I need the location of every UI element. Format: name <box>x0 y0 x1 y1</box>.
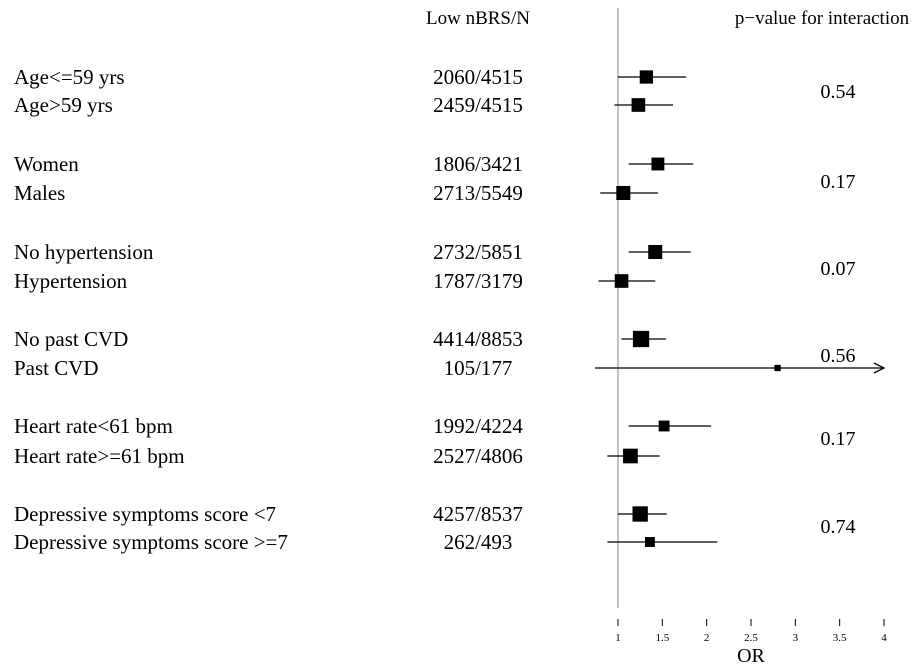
x-tick-label: 1.5 <box>655 632 669 644</box>
row-count: 1806/3421 <box>433 152 523 176</box>
or-point <box>644 537 655 547</box>
or-point <box>616 186 631 200</box>
row-count: 1787/3179 <box>433 269 523 293</box>
row-label: No past CVD <box>14 327 128 351</box>
row-count: 1992/4224 <box>433 414 523 438</box>
row: Women 1806/3421 <box>14 152 694 176</box>
row-label: Heart rate<61 bpm <box>14 414 173 438</box>
row-label: Heart rate>=61 bpm <box>14 444 185 468</box>
or-point <box>632 506 648 522</box>
ci-arrow <box>873 362 886 374</box>
interaction-pvalue: 0.74 <box>821 516 856 538</box>
x-tick-label: 3.5 <box>833 632 847 644</box>
row-count: 2060/4515 <box>433 65 523 89</box>
or-point <box>774 364 781 372</box>
row-label: Depressive symptoms score >=7 <box>14 530 288 554</box>
x-tick-label: 4 <box>881 632 887 644</box>
row: Heart rate>=61 bpm 2527/4806 <box>14 444 660 468</box>
x-tick-label: 2.5 <box>744 632 758 644</box>
header-count: Low nBRS/N <box>426 8 530 29</box>
row-label: No hypertension <box>14 240 154 264</box>
row: Age<=59 yrs 2060/4515 <box>14 65 687 89</box>
or-point <box>651 157 665 171</box>
row: No past CVD 4414/8853 <box>14 327 666 351</box>
row-count: 2732/5851 <box>433 240 523 264</box>
x-tick-label: 1 <box>615 632 621 644</box>
rows-group: Age<=59 yrs 2060/4515 Age>59 yrs 2459/4515 W… <box>14 65 886 554</box>
row: Past CVD 105/177 <box>14 356 886 380</box>
header-pvalue: p−value for interaction <box>735 8 910 29</box>
row-label: Past CVD <box>14 356 99 380</box>
interaction-pvalue: 0.07 <box>821 258 856 280</box>
row-count: 2459/4515 <box>433 93 523 117</box>
row: Hypertension 1787/3179 <box>14 269 656 293</box>
row-label: Males <box>14 181 65 205</box>
row-count: 105/177 <box>444 356 513 380</box>
interaction-pvalue: 0.17 <box>821 171 856 193</box>
x-axis-label: OR <box>737 645 765 667</box>
row-label: Age>59 yrs <box>14 93 113 117</box>
row-label: Women <box>14 152 79 176</box>
pvalues-group: 0.54 0.17 0.07 0.56 0.17 0.74 <box>821 81 856 538</box>
row: Heart rate<61 bpm 1992/4224 <box>14 414 712 438</box>
row: Males 2713/5549 <box>14 181 658 205</box>
interaction-pvalue: 0.56 <box>821 345 856 367</box>
row: No hypertension 2732/5851 <box>14 240 691 264</box>
or-point <box>614 274 629 288</box>
x-tick-label: 2 <box>704 632 710 644</box>
or-point <box>639 70 654 84</box>
row-label: Hypertension <box>14 269 128 293</box>
x-axis: 1 1.5 2 2.5 3 3.5 4 <box>615 619 887 644</box>
or-point <box>631 98 646 112</box>
row-count: 262/493 <box>444 530 513 554</box>
row: Depressive symptoms score <7 4257/8537 <box>14 502 667 526</box>
interaction-pvalue: 0.54 <box>821 81 856 103</box>
row-count: 2527/4806 <box>433 444 523 468</box>
or-point <box>632 330 650 348</box>
or-point <box>658 420 670 432</box>
row-count: 4257/8537 <box>433 502 523 526</box>
row: Age>59 yrs 2459/4515 <box>14 93 673 117</box>
row-count: 4414/8853 <box>433 327 523 351</box>
interaction-pvalue: 0.17 <box>821 428 856 450</box>
row-label: Depressive symptoms score <7 <box>14 502 276 526</box>
row-label: Age<=59 yrs <box>14 65 125 89</box>
or-point <box>648 245 663 259</box>
x-tick-label: 3 <box>793 632 799 644</box>
row-count: 2713/5549 <box>433 181 523 205</box>
row: Depressive symptoms score >=7 262/493 <box>14 530 718 554</box>
or-point <box>623 448 638 464</box>
